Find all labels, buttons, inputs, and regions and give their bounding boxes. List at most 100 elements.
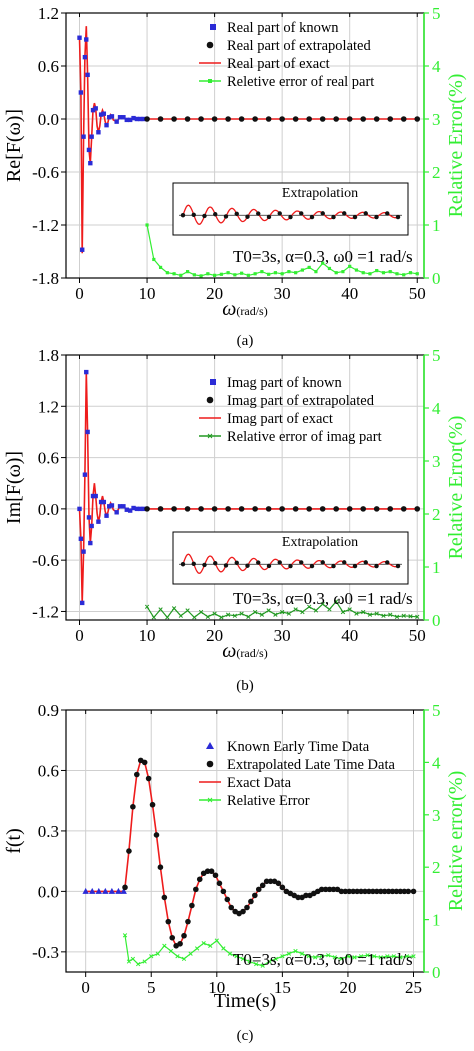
inset-extrapolated-point (342, 560, 347, 565)
legend-real-part-of-extrapolated-swatch (206, 41, 214, 49)
point-relative-error (404, 954, 410, 959)
y-tick-label: -1.2 (32, 602, 59, 621)
point-imag-part-of-extrapolated (319, 506, 326, 512)
point-reletive-error-of-real-part (253, 272, 257, 276)
point-real-part-of-known (121, 115, 126, 120)
inset-extrapolated-point (352, 214, 358, 220)
point-imag-part-of-extrapolated (171, 506, 177, 512)
point-extrapolated-late-time-data (346, 888, 353, 895)
point-imag-part-of-known (121, 504, 126, 509)
point-reletive-error-of-real-part (408, 271, 413, 275)
point-reletive-error-of-real-part (145, 223, 149, 227)
point-relative-error (227, 951, 233, 956)
point-extrapolated-late-time-data (228, 904, 235, 911)
point-imag-part-of-extrapolated (373, 506, 380, 512)
point-reletive-error-of-real-part (341, 270, 345, 274)
x-tick-label: 50 (409, 284, 426, 303)
point-relative-error (122, 933, 128, 938)
point-real-part-of-known (114, 119, 119, 124)
point-reletive-error-of-real-part (267, 272, 271, 276)
point-imag-part-of-known (104, 513, 109, 518)
y2-tick-label: 5 (432, 346, 441, 365)
x-tick-label: 20 (339, 978, 356, 997)
point-imag-part-of-known (124, 507, 129, 512)
panel-a: 0 10 20 30 40 50 -1.8 -1.2 -0.6 0.0 0.6 1.2 0 1 2 3 4 5 Re… (3, 4, 467, 349)
point-extrapolated-late-time-data (354, 888, 360, 895)
inset-box: Extrapolation (172, 531, 409, 585)
point-imag-part-of-known (86, 515, 92, 520)
point-extrapolated-late-time-data (381, 888, 388, 895)
point-extrapolated-late-time-data (126, 848, 132, 854)
point-extrapolated-late-time-data (252, 892, 258, 899)
point-relative-error (391, 954, 396, 959)
inset-extrapolated-point (223, 214, 229, 219)
point-reletive-error-of-real-part (165, 271, 169, 275)
x-tick-label: 50 (409, 626, 426, 645)
x-tick-label: 25 (405, 978, 422, 997)
point-extrapolated-late-time-data (338, 888, 345, 895)
inset-extrapolated-point (342, 211, 347, 216)
legend-extrapolated-late-time-data-swatch (206, 760, 214, 768)
point-real-part-of-known (85, 72, 90, 78)
point-relative-error-of-imag-part (313, 608, 319, 613)
y-axis-label: Re[F(ω)] (3, 109, 25, 182)
y-tick-label: 0.9 (38, 701, 59, 720)
inset-extrapolated-point (288, 563, 293, 569)
point-extrapolated-late-time-data (189, 902, 195, 909)
point-extrapolated-late-time-data (153, 832, 160, 838)
point-extrapolated-late-time-data (362, 888, 368, 895)
y2-tick-label: 5 (432, 701, 441, 720)
legend-imag-part-of-known-label: Imag part of known (227, 375, 343, 391)
point-real-part-of-extrapolated (306, 116, 312, 122)
x-tick-label: 10 (139, 626, 156, 645)
point-reletive-error-of-real-part (314, 270, 318, 274)
point-extrapolated-late-time-data (165, 918, 172, 925)
point-known-early-time-data (95, 887, 102, 894)
point-relative-error (319, 954, 324, 959)
point-relative-error-of-imag-part (367, 612, 373, 617)
point-imag-part-of-known (82, 472, 88, 477)
legend-known-early-time-data-swatch (206, 742, 214, 749)
inset-extrapolated-point (299, 211, 304, 216)
legend-real-part-of-exact-label: Real part of exact (227, 56, 330, 72)
point-real-part-of-extrapolated (319, 116, 326, 122)
legend-relative-error-swatch (207, 797, 213, 803)
point-relative-error (411, 954, 416, 959)
point-imag-part-of-extrapolated (279, 506, 285, 512)
legend-imag-part-of-exact-label: Imag part of exact (227, 411, 333, 427)
point-reletive-error-of-real-part (381, 271, 386, 275)
point-imag-part-of-known (138, 506, 143, 512)
point-relative-error-of-imag-part (232, 613, 238, 618)
point-extrapolated-late-time-data (370, 888, 376, 895)
point-reletive-error-of-real-part (334, 271, 338, 275)
inset-extrapolated-point (191, 212, 196, 218)
inset-extrapolated-point (277, 560, 282, 565)
y2-tick-label: 4 (432, 57, 441, 76)
point-reletive-error-of-real-part (395, 272, 399, 276)
x-axis-label-main: Time(s) (214, 990, 277, 1012)
point-relative-error (293, 948, 298, 954)
x-axis-label-main: ω (222, 640, 236, 662)
x-tick-label: 15 (274, 978, 291, 997)
inset-extrapolated-point (395, 563, 401, 569)
point-imag-part-of-known (114, 510, 119, 515)
point-relative-error-of-imag-part (151, 615, 156, 620)
y-tick-label: 1.2 (38, 4, 59, 23)
point-imag-part-of-known (78, 536, 84, 541)
point-real-part-of-known (104, 122, 109, 128)
point-extrapolated-late-time-data (267, 878, 274, 885)
y2-tick-label: 4 (432, 753, 441, 772)
point-imag-part-of-known (117, 504, 123, 509)
point-reletive-error-of-real-part (233, 273, 237, 277)
point-extrapolated-late-time-data (350, 888, 356, 895)
legend-real-part-of-extrapolated-label: Real part of extrapolated (227, 38, 371, 54)
x-tick-label: 0 (75, 626, 84, 645)
point-imag-part-of-known (88, 540, 93, 546)
y-tick-label: 0.6 (38, 449, 59, 468)
inset-extrapolated-point (374, 214, 379, 220)
point-relative-error (345, 954, 351, 959)
point-real-part-of-known (81, 134, 86, 139)
inset-extrapolated-point (191, 561, 196, 567)
inset-extrapolated-point (266, 563, 272, 569)
point-imag-part-of-extrapolated (198, 506, 204, 512)
